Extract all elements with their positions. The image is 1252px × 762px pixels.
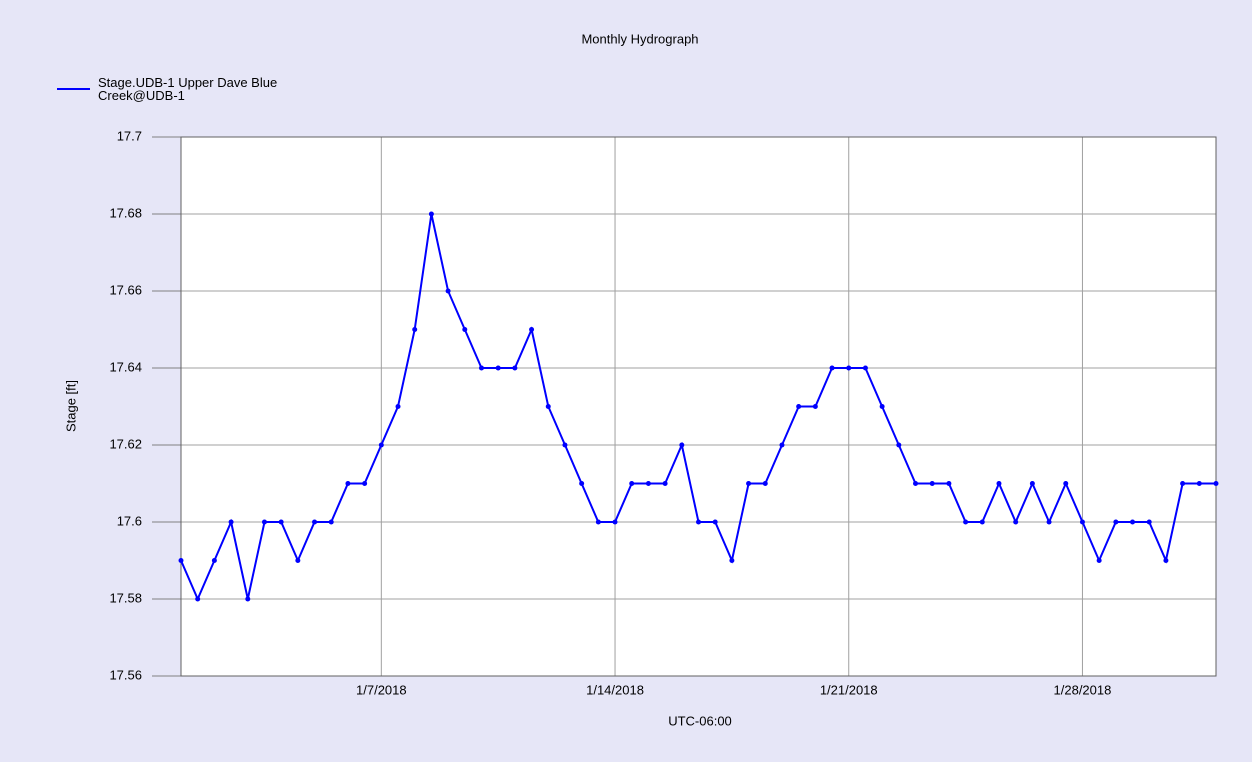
data-point (679, 442, 685, 448)
data-point (278, 519, 284, 525)
x-tick-label: 1/14/2018 (586, 682, 644, 697)
data-point (395, 404, 401, 409)
y-tick-label: 17.62 (109, 436, 142, 451)
data-point (779, 442, 785, 448)
y-tick-label: 17.6 (117, 513, 142, 528)
data-point (462, 327, 468, 332)
data-point (762, 481, 768, 486)
data-point (1163, 558, 1169, 563)
data-point (913, 481, 919, 486)
x-tick-label: 1/28/2018 (1054, 682, 1112, 697)
data-point (428, 211, 434, 217)
y-tick-label: 17.66 (109, 282, 142, 297)
data-point (812, 404, 818, 409)
data-point (929, 481, 935, 486)
x-tick-label: 1/7/2018 (356, 682, 407, 697)
data-point (412, 327, 418, 332)
data-point (712, 519, 718, 525)
data-point (862, 365, 868, 371)
data-point (378, 442, 384, 448)
data-point (228, 519, 234, 525)
y-tick-label: 17.58 (109, 590, 142, 605)
plot-border (180, 136, 1217, 677)
data-point (746, 481, 752, 486)
plot-area (181, 137, 1216, 676)
data-point (645, 481, 651, 486)
data-point (896, 442, 902, 448)
data-point (612, 519, 618, 525)
data-point (796, 404, 802, 409)
data-point (696, 519, 701, 525)
data-point (1046, 519, 1052, 525)
data-point (195, 596, 201, 602)
x-axis-title: UTC-06:00 (668, 713, 732, 728)
data-point (629, 481, 635, 486)
legend-label: Stage.UDB-1 Upper Dave Blue Creek@UDB-1 (98, 75, 278, 103)
data-point (312, 519, 318, 525)
data-point (1196, 481, 1202, 486)
data-point (729, 558, 735, 563)
data-point (996, 481, 1002, 486)
data-point (879, 404, 885, 409)
data-point (979, 519, 985, 525)
data-point (1096, 558, 1102, 563)
data-point (963, 519, 969, 525)
data-point (529, 327, 535, 332)
data-point (662, 481, 668, 486)
data-point (245, 596, 251, 602)
data-point (1213, 481, 1219, 486)
data-point (1079, 519, 1085, 525)
data-point (846, 365, 852, 371)
data-point (512, 365, 518, 371)
y-axis-title: Stage [ft] (63, 380, 78, 432)
data-point (261, 519, 267, 525)
x-tick-label: 1/21/2018 (820, 682, 878, 697)
data-point (478, 365, 484, 371)
data-point (495, 365, 501, 371)
data-point (579, 481, 585, 486)
data-point (1180, 481, 1186, 486)
data-point (178, 558, 184, 563)
y-tick-label: 17.68 (109, 205, 142, 220)
data-point (211, 558, 217, 563)
data-point (1113, 519, 1119, 525)
data-point (562, 442, 568, 448)
data-point (595, 519, 601, 525)
data-point (1130, 519, 1136, 525)
data-point (1063, 481, 1069, 486)
chart-title: Monthly Hydrograph (581, 31, 698, 46)
y-tick-label: 17.56 (109, 667, 142, 682)
data-point (545, 404, 551, 409)
data-point (1146, 519, 1152, 525)
y-tick-label: 17.7 (117, 128, 142, 143)
data-point (362, 481, 368, 486)
data-point (946, 481, 952, 486)
data-point (1013, 519, 1019, 525)
data-point (345, 481, 351, 486)
data-point (295, 558, 301, 563)
data-point (829, 365, 835, 371)
y-tick-label: 17.64 (109, 359, 142, 374)
data-point (328, 519, 334, 525)
data-point (1029, 481, 1035, 486)
data-point (445, 288, 451, 294)
